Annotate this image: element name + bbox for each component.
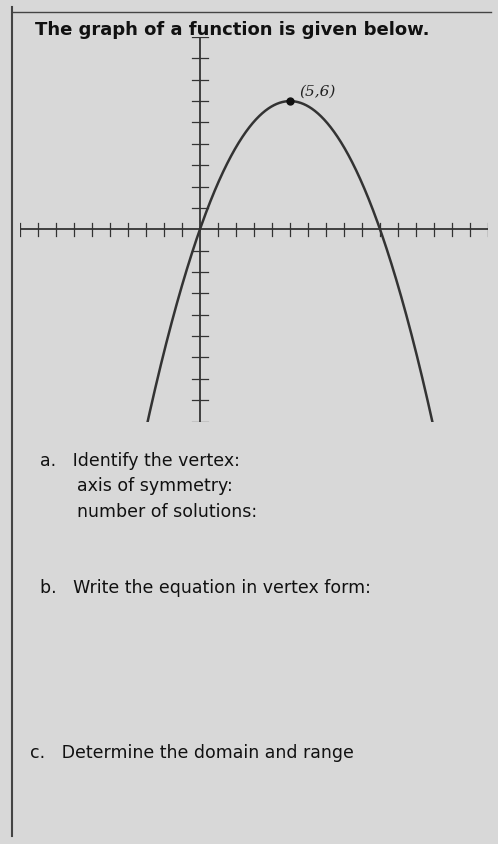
Text: The graph of a function is given below.: The graph of a function is given below. bbox=[35, 21, 429, 39]
Text: (5,6): (5,6) bbox=[299, 84, 335, 99]
Text: b.   Write the equation in vertex form:: b. Write the equation in vertex form: bbox=[40, 578, 371, 596]
Text: number of solutions:: number of solutions: bbox=[77, 502, 257, 520]
Text: axis of symmetry:: axis of symmetry: bbox=[77, 477, 233, 495]
Text: a.   Identify the vertex:: a. Identify the vertex: bbox=[40, 452, 240, 469]
Text: c.   Determine the domain and range: c. Determine the domain and range bbox=[30, 743, 354, 760]
